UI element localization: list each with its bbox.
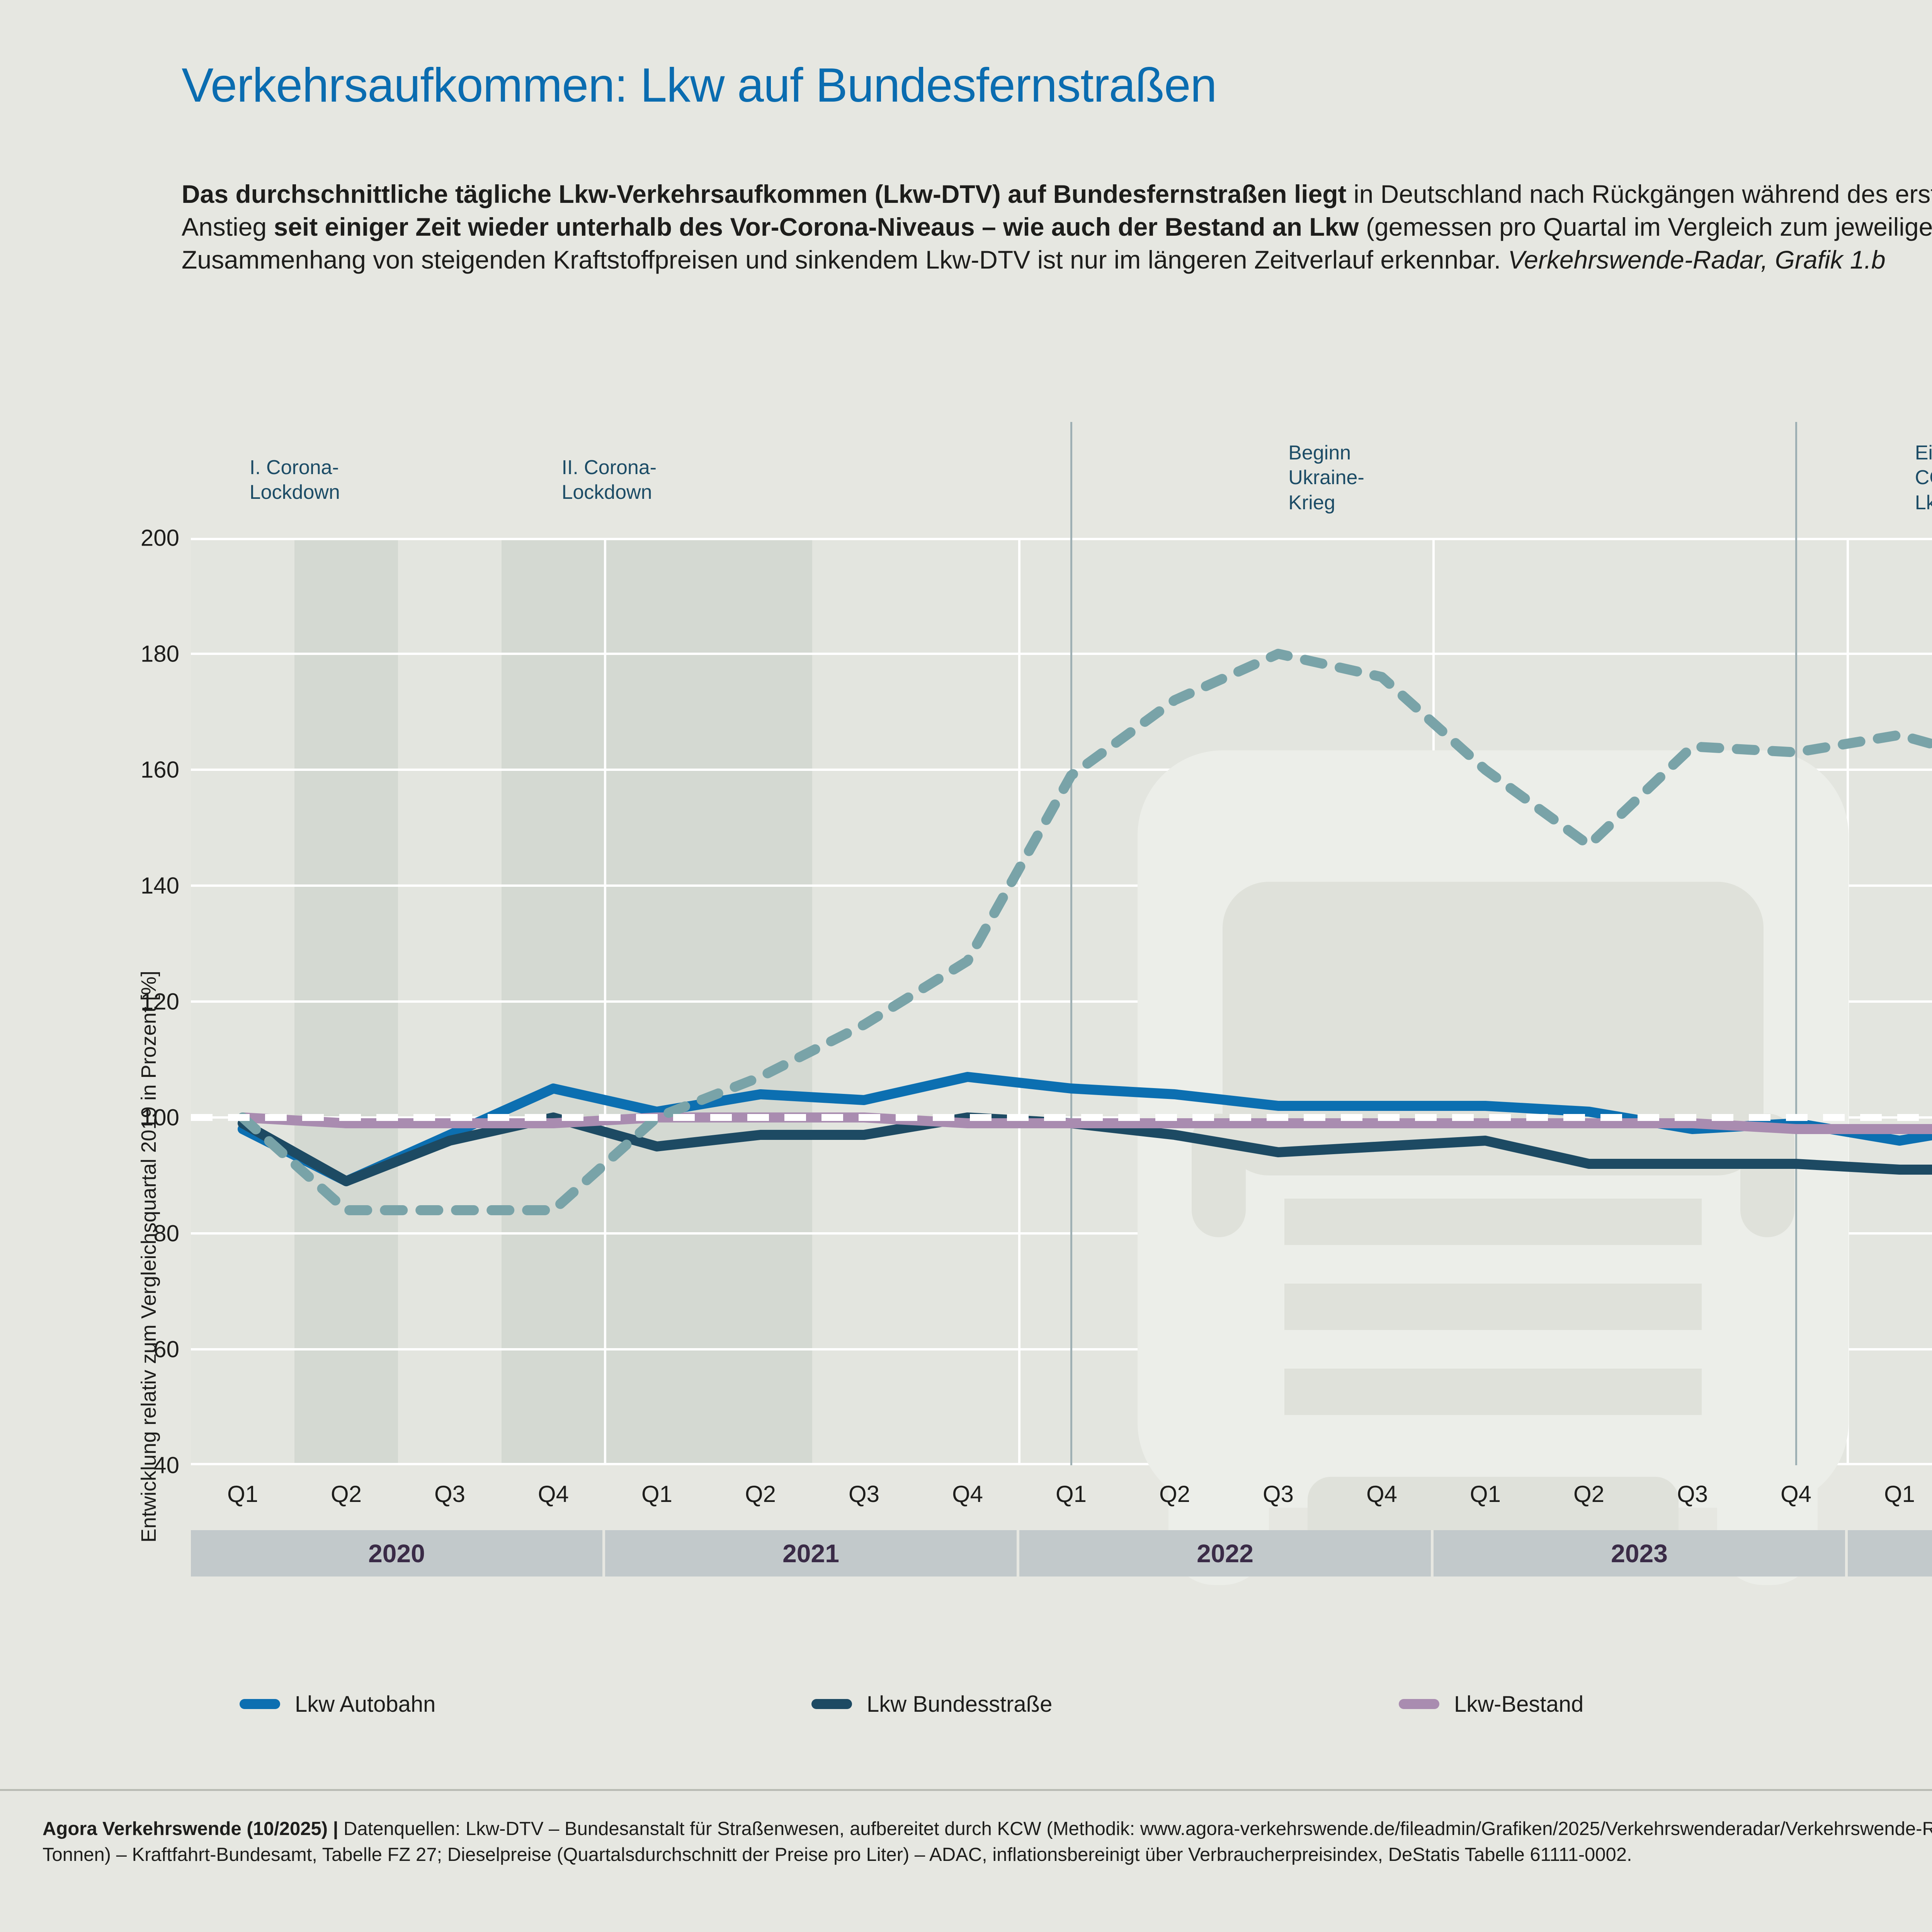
year-separator-2020 (604, 538, 606, 1465)
annotation-lockdown-2: II. Corona- Lockdown (561, 455, 656, 505)
x-tick-Q4-2022: Q4 (1366, 1481, 1398, 1507)
subtitle-plain-2: (gemessen pro Quartal im Vergleich zum j… (182, 213, 1932, 274)
year-label-2024: 2024 (1848, 1530, 1932, 1577)
gridline-200 (191, 538, 1932, 540)
x-tick-Q1-2020: Q1 (227, 1481, 259, 1507)
year-label-2023: 2023 (1434, 1530, 1848, 1577)
subtitle-bold-2: seit einiger Zeit wieder unterhalb des V… (274, 213, 1359, 242)
annotation-lockdown-1: I. Corona- Lockdown (250, 455, 340, 505)
legend-label: Lkw-Bestand (1454, 1691, 1584, 1717)
year-separator-2021 (1018, 538, 1020, 1465)
y-axis-title: Entwicklung relativ zum Vergleichsquarta… (137, 971, 160, 1543)
subtitle-bold-1: Das durchschnittliche tägliche Lkw-Verke… (182, 180, 1347, 208)
x-tick-Q1-2021: Q1 (641, 1481, 673, 1507)
y-tick-40: 40 (153, 1452, 179, 1478)
y-tick-180: 180 (140, 641, 179, 667)
event-line-2 (1795, 422, 1797, 1465)
gridline-180 (191, 653, 1932, 655)
x-tick-Q3-2022: Q3 (1262, 1481, 1294, 1507)
legend-item-lkw-bundesstra-e[interactable]: Lkw Bundesstraße (811, 1691, 1052, 1717)
year-label-2022: 2022 (1019, 1530, 1434, 1577)
annotation-line: Ukraine- (1288, 466, 1364, 489)
series-line-lkw-bundesstra-e (238, 1112, 1932, 1186)
annotation-co2-maut: Einführung CO₂-Komponente Lkw-Maut (1915, 440, 1932, 515)
annotation-line: Lockdown (561, 481, 652, 504)
y-tick-60: 60 (153, 1336, 179, 1362)
annotation-line: CO₂-Komponente (1915, 466, 1932, 489)
annotation-line: II. Corona- (561, 456, 657, 479)
x-tick-Q2-2023: Q2 (1573, 1481, 1605, 1507)
x-tick-Q3-2023: Q3 (1677, 1481, 1708, 1507)
gridline-80 (191, 1232, 1932, 1235)
legend-item-lkw-autobahn[interactable]: Lkw Autobahn (240, 1691, 435, 1717)
subtitle-italic: Verkehrswende-Radar, Grafik 1.b (1508, 245, 1886, 274)
x-tick-Q3-2020: Q3 (434, 1481, 466, 1507)
annotation-line: Krieg (1288, 491, 1335, 514)
y-tick-200: 200 (140, 525, 179, 551)
gridline-40 (191, 1463, 1932, 1465)
subtitle-plain-1: in Deutschland nach Rückgängen während d… (182, 180, 1932, 242)
x-tick-Q2-2022: Q2 (1159, 1481, 1190, 1507)
year-axis-band: 202020212022202320242025 (191, 1530, 1932, 1577)
footer-source: Agora Verkehrswende (10/2025) | Datenque… (43, 1816, 1932, 1867)
x-tick-Q4-2021: Q4 (952, 1481, 983, 1507)
gridline-60 (191, 1348, 1932, 1350)
footer-source-bold: Agora Verkehrswende (10/2025) | (43, 1818, 338, 1839)
year-label-2020: 2020 (191, 1530, 605, 1577)
y-tick-80: 80 (153, 1220, 179, 1247)
footer-source-text: Datenquellen: Lkw-DTV – Bundesanstalt fü… (43, 1818, 1932, 1865)
x-tick-Q2-2021: Q2 (745, 1481, 776, 1507)
x-tick-Q3-2021: Q3 (848, 1481, 880, 1507)
legend-swatch-icon (1399, 1699, 1439, 1709)
legend-item-lkw-bestand[interactable]: Lkw-Bestand (1399, 1691, 1583, 1717)
reference-line-100 (191, 1114, 1932, 1121)
annotation-ukraine-war: Beginn Ukraine- Krieg (1288, 440, 1364, 515)
x-tick-Q4-2020: Q4 (537, 1481, 569, 1507)
year-label-2021: 2021 (605, 1530, 1019, 1577)
y-tick-140: 140 (140, 872, 179, 899)
footer-divider (0, 1789, 1932, 1791)
legend-label: Lkw Autobahn (295, 1691, 436, 1717)
y-tick-120: 120 (140, 988, 179, 1015)
series-line-lkw-autobahn (238, 1072, 1932, 1186)
page-title: Verkehrsaufkommen: Lkw auf Bundesfernstr… (182, 59, 1217, 112)
legend-label: Lkw Bundesstraße (867, 1691, 1053, 1717)
legend-swatch-icon (240, 1699, 280, 1709)
x-tick-Q4-2023: Q4 (1780, 1481, 1812, 1507)
annotation-line: Einführung (1915, 442, 1932, 464)
chart-plot-area: 40 60 80 100 120 140 160 180 200 Entwicklung rel… (137, 422, 1932, 1585)
gridline-140 (191, 884, 1932, 887)
x-tick-Q1-2022: Q1 (1055, 1481, 1087, 1507)
annotation-line: I. Corona- (249, 456, 339, 479)
gridline-120 (191, 1000, 1932, 1003)
x-tick-Q2-2020: Q2 (330, 1481, 362, 1507)
y-tick-100: 100 (140, 1104, 179, 1131)
legend-swatch-icon (811, 1699, 852, 1709)
annotation-line: Lockdown (249, 481, 340, 504)
y-tick-160: 160 (140, 757, 179, 783)
x-tick-Q1-2024: Q1 (1884, 1481, 1915, 1507)
annotation-line: Lkw-Maut (1915, 491, 1932, 514)
annotation-line: Beginn (1288, 442, 1351, 464)
gridline-160 (191, 769, 1932, 771)
event-line-1 (1070, 422, 1072, 1465)
x-tick-Q1-2023: Q1 (1469, 1481, 1501, 1507)
page-subtitle: Das durchschnittliche tägliche Lkw-Verke… (182, 178, 1932, 276)
